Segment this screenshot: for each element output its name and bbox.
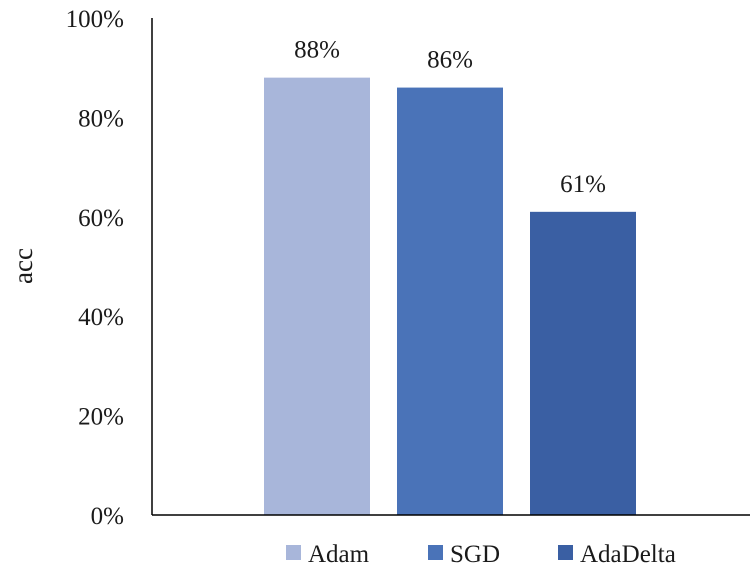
legend-label-adam: Adam	[308, 541, 370, 568]
y-tick-label: 100%	[66, 6, 124, 33]
legend: Adam SGD AdaDelta	[286, 541, 676, 568]
data-label-adadelta: 61%	[560, 171, 606, 198]
y-tick-label: 20%	[78, 404, 124, 431]
y-tick-label: 0%	[91, 503, 124, 530]
y-tick-label: 80%	[78, 105, 124, 132]
y-axis-title: acc	[8, 248, 38, 284]
y-tick-label: 60%	[78, 205, 124, 232]
bar-adadelta	[530, 211, 636, 515]
data-labels: 88% 86% 61%	[294, 37, 606, 198]
legend-swatch-adam	[286, 545, 301, 560]
legend-label-adadelta: AdaDelta	[580, 541, 676, 568]
bars	[264, 77, 636, 515]
bar-adam	[264, 77, 370, 515]
legend-swatch-adadelta	[558, 545, 573, 560]
y-ticks: 0% 20% 40% 60% 80% 100%	[66, 6, 124, 530]
y-tick-label: 40%	[78, 304, 124, 331]
data-label-sgd: 86%	[427, 47, 473, 74]
data-label-adam: 88%	[294, 37, 340, 64]
bar-sgd	[397, 87, 503, 515]
legend-swatch-sgd	[428, 545, 443, 560]
legend-label-sgd: SGD	[450, 541, 500, 568]
